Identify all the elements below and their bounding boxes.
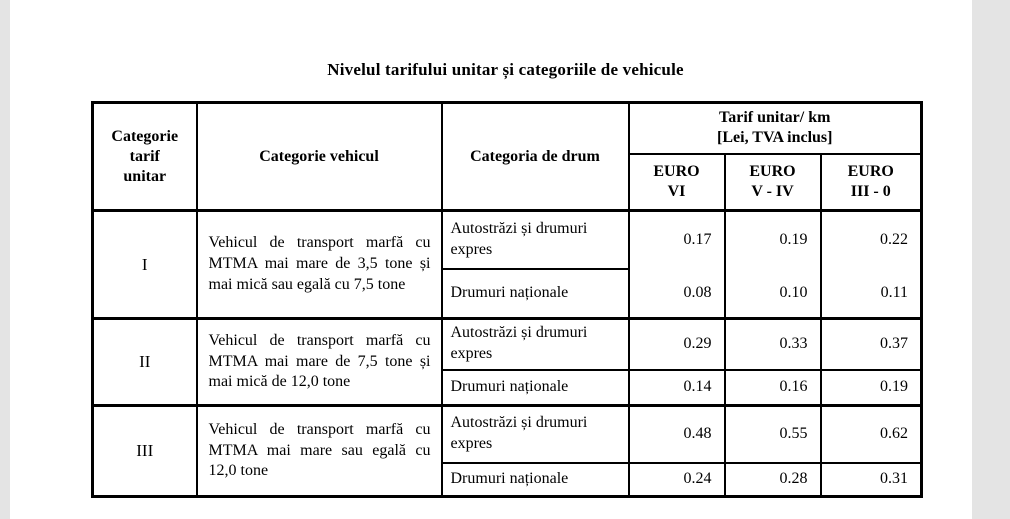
document-title: Nivelul tarifului unitar și categoriile … [327,60,684,79]
tariff-value: 0.14 [627,368,726,407]
vehicle-cell: Vehicul de transport marfă cu MTMA mai m… [195,209,443,320]
road-cell: Drumuri naționale [440,461,630,498]
table-header: Categorie tarif unitar Categorie vehicul… [91,101,923,212]
header-euro-vi: EURO VI [627,152,726,212]
tariff-value: 0.16 [723,368,822,407]
table-row: II Vehicul de transport marfă cu MTMA ma… [91,317,923,407]
tariff-value: 0.22 [819,209,923,269]
header-vehicle-category: Categorie vehicul [195,101,443,212]
road-cell: Autostrăzi și drumuri expres [440,209,630,270]
tariff-table: Categorie tarif unitar Categorie vehicul… [91,101,923,498]
road-cell: Drumuri naționale [440,267,630,320]
tariff-value: 0.19 [819,368,923,407]
category-cell: I [91,209,198,320]
category-cell: II [91,317,198,407]
category-cell: III [91,404,198,498]
tariff-value: 0.31 [819,461,923,498]
category-group-1: I Vehicul de transport marfă cu MTMA mai… [91,209,923,320]
tariff-value: 0.28 [723,461,822,498]
tariff-value: 0.11 [819,267,923,320]
tariff-value: 0.62 [819,404,923,464]
header-euro-iii-0: EURO III - 0 [819,152,923,212]
header-euro-v-iv: EURO V - IV [723,152,822,212]
road-cell: Autostrăzi și drumuri expres [440,404,630,464]
table-row: Drumuri naționale 0.24 0.28 0.31 [93,461,923,498]
table-row: Drumuri naționale 0.14 0.16 0.19 [93,368,923,407]
category-group-3: III Vehicul de transport marfă cu MTMA m… [91,404,923,498]
tariff-value: 0.17 [627,209,726,269]
left-page-margin [0,0,10,519]
tariff-value: 0.10 [723,267,822,320]
vehicle-cell: Vehicul de transport marfă cu MTMA mai m… [195,317,443,407]
header-tariff-group: Tarif unitar/ km [Lei, TVA inclus] [627,101,923,155]
tariff-value: 0.24 [627,461,726,498]
header-category-tariff: Categorie tarif unitar [91,101,198,212]
tariff-value: 0.48 [627,404,726,464]
table-row: Drumuri naționale 0.08 0.10 0.11 [93,267,923,320]
table-row: III Vehicul de transport marfă cu MTMA m… [91,404,923,498]
road-cell: Drumuri naționale [440,368,630,407]
tariff-value: 0.19 [723,209,822,269]
category-group-2: II Vehicul de transport marfă cu MTMA ma… [91,317,923,407]
table-row: I Vehicul de transport marfă cu MTMA mai… [91,209,923,320]
header-road-category: Categoria de drum [440,101,630,212]
tariff-value: 0.08 [627,267,726,320]
vehicle-cell: Vehicul de transport marfă cu MTMA mai m… [195,404,443,498]
tariff-value: 0.29 [627,317,726,371]
right-page-margin [972,0,1010,519]
tariff-value: 0.55 [723,404,822,464]
tariff-value: 0.37 [819,317,923,371]
road-cell: Autostrăzi și drumuri expres [440,317,630,371]
tariff-value: 0.33 [723,317,822,371]
